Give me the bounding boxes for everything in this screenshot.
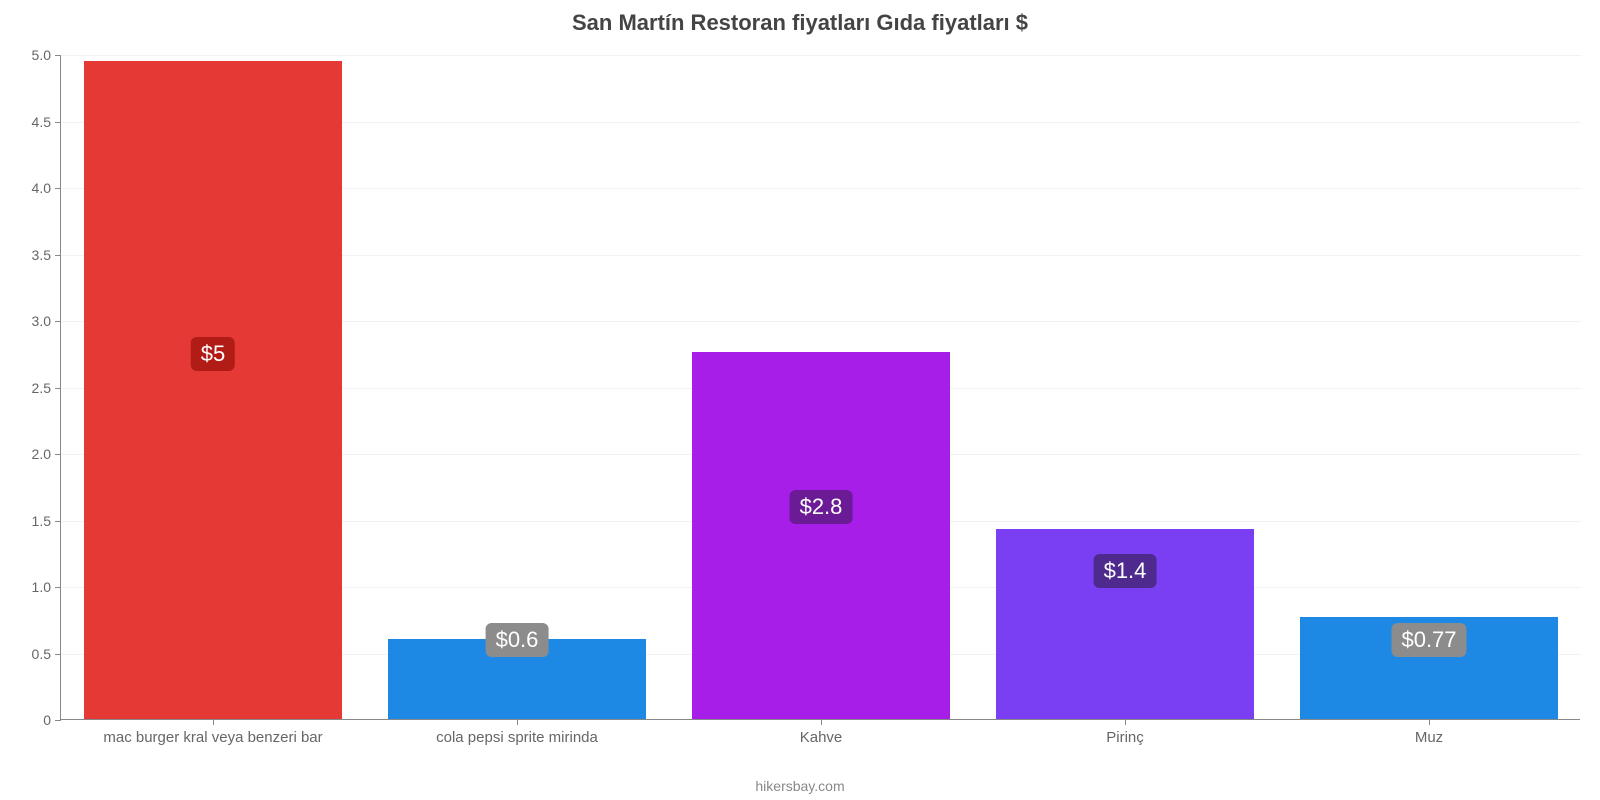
- y-tick-label: 1.5: [32, 513, 51, 529]
- chart-source: hikersbay.com: [0, 778, 1600, 794]
- y-tick-mark: [55, 255, 61, 256]
- bar-value-label: $5: [191, 337, 235, 371]
- y-tick-label: 4.5: [32, 114, 51, 130]
- y-tick-mark: [55, 521, 61, 522]
- bar: [692, 352, 950, 719]
- y-tick-label: 2.0: [32, 446, 51, 462]
- y-tick-label: 3.5: [32, 247, 51, 263]
- x-axis-label: cola pepsi sprite mirinda: [436, 729, 598, 746]
- bar-value-label: $0.77: [1391, 623, 1466, 657]
- y-tick-mark: [55, 122, 61, 123]
- y-tick-mark: [55, 454, 61, 455]
- plot-area: 00.51.01.52.02.53.03.54.04.55.0$5mac bur…: [60, 55, 1580, 720]
- y-tick-label: 4.0: [32, 180, 51, 196]
- y-tick-label: 0.5: [32, 646, 51, 662]
- y-tick-label: 5.0: [32, 47, 51, 63]
- bar-value-label: $1.4: [1094, 554, 1157, 588]
- bar-value-label: $0.6: [486, 623, 549, 657]
- chart-title: San Martín Restoran fiyatları Gıda fiyat…: [0, 10, 1600, 36]
- x-tick-mark: [213, 719, 214, 725]
- x-axis-label: Kahve: [800, 729, 843, 746]
- y-tick-mark: [55, 720, 61, 721]
- bar: [84, 61, 342, 719]
- x-tick-mark: [517, 719, 518, 725]
- y-tick-mark: [55, 321, 61, 322]
- x-axis-label: Pirinç: [1106, 729, 1144, 746]
- x-axis-label: mac burger kral veya benzeri bar: [103, 729, 322, 746]
- y-tick-mark: [55, 188, 61, 189]
- price-bar-chart: San Martín Restoran fiyatları Gıda fiyat…: [0, 0, 1600, 800]
- bar-value-label: $2.8: [790, 490, 853, 524]
- x-tick-mark: [1429, 719, 1430, 725]
- y-tick-mark: [55, 55, 61, 56]
- y-tick-mark: [55, 654, 61, 655]
- y-tick-label: 1.0: [32, 579, 51, 595]
- x-tick-mark: [1125, 719, 1126, 725]
- y-tick-label: 3.0: [32, 313, 51, 329]
- y-tick-mark: [55, 587, 61, 588]
- y-tick-label: 2.5: [32, 380, 51, 396]
- x-tick-mark: [821, 719, 822, 725]
- y-tick-label: 0: [43, 712, 51, 728]
- grid-line: [55, 55, 1581, 56]
- y-tick-mark: [55, 388, 61, 389]
- x-axis-label: Muz: [1415, 729, 1443, 746]
